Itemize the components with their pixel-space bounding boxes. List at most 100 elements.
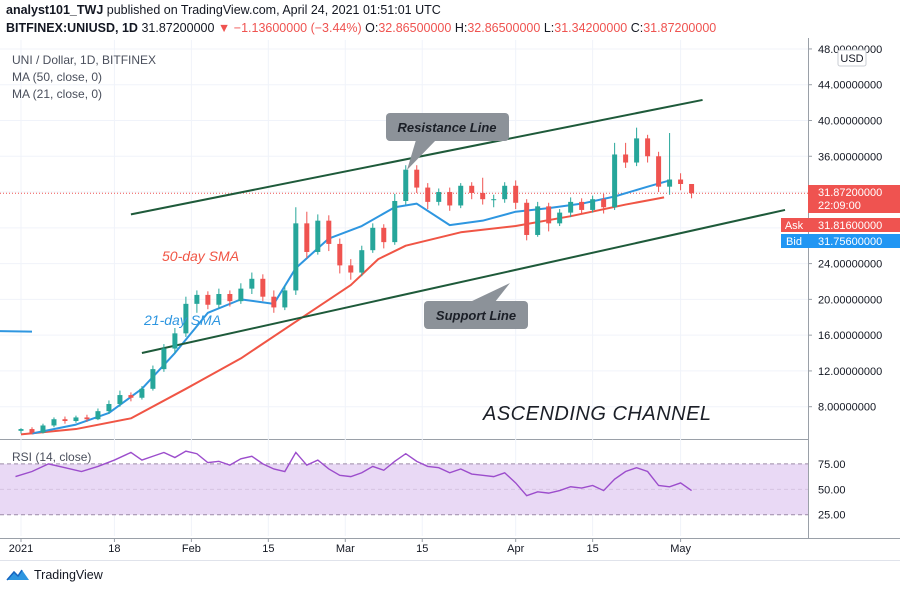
candle-down — [645, 138, 651, 157]
close-value: 31.87200000 — [643, 21, 717, 35]
support-line-label: Support Line — [436, 308, 516, 323]
price-tick-label: 24.00000000 — [818, 259, 882, 271]
candle-up — [293, 223, 299, 291]
tradingview-brand[interactable]: TradingView — [6, 568, 103, 582]
price-tick-label: 44.00000000 — [818, 80, 882, 92]
last-price-value: 31.87200000 — [818, 187, 882, 199]
candle-down — [227, 294, 233, 302]
symbol-ohlc-line: BITFINEX:UNIUSD, 1D 31.87200000 ▼ −1.136… — [6, 21, 716, 35]
symbol[interactable]: BITFINEX:UNIUSD, 1D — [6, 21, 138, 35]
ma50-legend[interactable]: MA (50, close, 0) — [12, 70, 103, 84]
candle-up — [535, 206, 541, 235]
price-tick-label: 12.00000000 — [818, 366, 882, 378]
low-label: L: — [543, 21, 555, 35]
support-callout-box[interactable] — [424, 301, 528, 329]
candle-down — [656, 156, 662, 187]
candle-up — [590, 199, 596, 210]
ask-label: Ask — [785, 220, 804, 232]
candle-up — [458, 185, 464, 206]
ask-price-tag — [808, 218, 900, 232]
tradingview-brand-text: TradingView — [34, 568, 103, 582]
time-tick-label: May — [670, 543, 691, 555]
candle-down — [337, 243, 343, 266]
candle-up — [315, 220, 321, 252]
candle-down — [381, 227, 387, 243]
ma21-legend[interactable]: MA (21, close, 0) — [12, 87, 103, 101]
candle-down — [205, 294, 211, 305]
rsi-pane — [0, 450, 808, 516]
candle-down — [425, 187, 431, 202]
candle-down — [469, 185, 475, 193]
resistance-callout-pointer — [407, 140, 436, 170]
candle-up — [491, 199, 497, 201]
candle-up — [117, 395, 123, 405]
time-tick-label: Apr — [507, 543, 524, 555]
price-tick-label: 8.00000000 — [818, 402, 876, 414]
candle-down — [524, 202, 530, 235]
currency-label: USD — [840, 53, 863, 65]
candle-down — [29, 429, 35, 433]
candle-up — [161, 348, 167, 370]
price-tick-label: 36.00000000 — [818, 151, 882, 163]
high-value: 32.86500000 — [467, 21, 541, 35]
candle-up — [183, 303, 189, 334]
tradingview-logo-icon — [6, 569, 29, 581]
rsi-tick-label: 75.00 — [818, 459, 846, 471]
candle-down — [348, 265, 354, 273]
pair-legend[interactable]: UNI / Dollar, 1D, BITFINEX — [12, 53, 157, 67]
candle-down — [414, 169, 420, 188]
support-callout-pointer — [470, 283, 510, 302]
time-tick-label: 15 — [416, 543, 428, 555]
candle-down — [271, 296, 277, 308]
support-line — [141, 208, 786, 355]
time-tick-label: Mar — [336, 543, 355, 555]
close-label: C: — [630, 21, 644, 35]
time-tick-label: 15 — [587, 543, 599, 555]
candle-up — [634, 138, 640, 163]
candle-up — [370, 227, 376, 251]
resistance-line-label: Resistance Line — [398, 120, 497, 135]
candle-up — [18, 429, 24, 431]
candle-down — [579, 201, 585, 210]
candle-up — [106, 404, 112, 412]
sma50-label: 50-day SMA — [162, 248, 239, 264]
open-value: 32.86500000 — [378, 21, 452, 35]
candle-up — [667, 179, 673, 187]
candle-down — [513, 185, 519, 203]
resistance-callout-box[interactable] — [386, 113, 509, 141]
rsi-tick-label: 25.00 — [818, 510, 846, 522]
candle-up — [238, 288, 244, 302]
candle-down — [304, 223, 310, 252]
ask-price-value: 31.81600000 — [818, 220, 882, 232]
countdown-value: 22:09:00 — [818, 200, 861, 212]
open-label: O: — [365, 21, 379, 35]
ask-label-box — [781, 218, 808, 232]
candle-down — [546, 206, 552, 224]
candle-up — [502, 185, 508, 200]
plot-background — [0, 38, 808, 536]
candle-down — [84, 417, 90, 420]
low-value: 31.34200000 — [554, 21, 628, 35]
candle-down — [128, 395, 134, 398]
rsi-line — [15, 450, 692, 497]
rsi-legend[interactable]: RSI (14, close) — [12, 450, 92, 464]
candle-down — [260, 278, 266, 297]
publisher-name[interactable]: analyst101_TWJ — [6, 3, 104, 17]
high-label: H: — [454, 21, 468, 35]
candle-up — [40, 425, 46, 433]
candle-down — [447, 192, 453, 206]
currency-badge[interactable] — [837, 49, 867, 67]
candle-up — [392, 200, 398, 243]
candle-down — [326, 220, 332, 244]
annotations: Resistance Line Support Line 50-day SMA … — [143, 113, 711, 425]
candle-up — [557, 212, 563, 224]
sma21-label-line — [0, 330, 33, 333]
candle-up — [51, 419, 57, 426]
grid — [0, 40, 808, 536]
candle-up — [73, 417, 79, 422]
rsi-tick-label: 50.00 — [818, 484, 846, 496]
publisher-line: analyst101_TWJ published on TradingView.… — [6, 3, 441, 17]
bid-label-box — [781, 234, 808, 248]
candle-up — [568, 201, 574, 213]
